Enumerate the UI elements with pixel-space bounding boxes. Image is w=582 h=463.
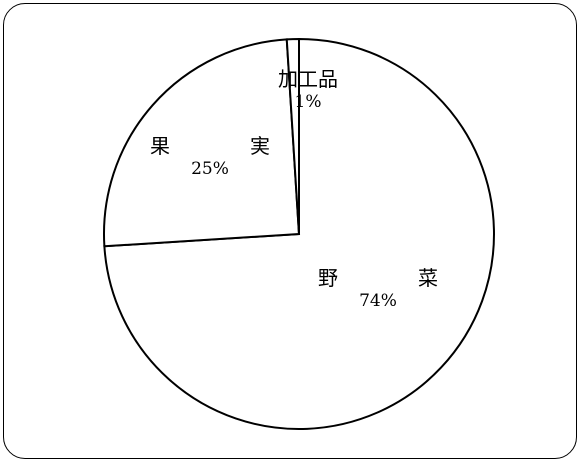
- slice-label-fruit: 果 実 25%: [150, 134, 270, 180]
- slice-name-vegetables: 野 菜: [318, 266, 468, 290]
- slice-value-fruit: 25%: [191, 159, 229, 179]
- slice-name-processed: 加工品: [278, 67, 338, 91]
- slice-value-processed: 1%: [294, 92, 322, 112]
- pie-slices: [102, 37, 495, 430]
- slice-name-fruit: 果 実: [150, 134, 300, 158]
- slice-label-processed: 加工品 1%: [278, 67, 338, 113]
- pie-slice-processed: [285, 37, 300, 235]
- pie-slice-fruit: [102, 38, 301, 248]
- slice-label-vegetables: 野 菜 74%: [318, 266, 438, 312]
- slice-value-vegetables: 74%: [359, 291, 397, 311]
